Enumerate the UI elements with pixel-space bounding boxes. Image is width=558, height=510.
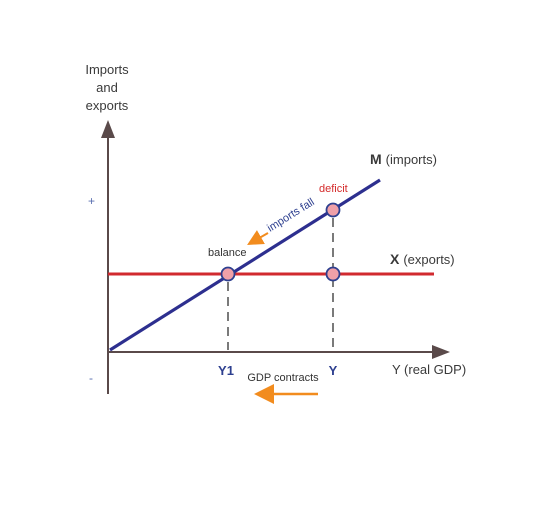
exports-desc: (exports) <box>403 252 454 267</box>
minus-sign: - <box>89 371 93 385</box>
imports-desc: (imports) <box>386 152 437 167</box>
imports-symbol: M <box>370 151 382 167</box>
imports-line-label: M (imports) <box>370 151 437 167</box>
imports-fall-arrow <box>247 230 269 245</box>
exports-line-label: X (exports) <box>390 251 455 267</box>
x-axis-title: Y (real GDP) <box>392 362 466 377</box>
imports-fall-label: imports fall <box>265 196 316 234</box>
deficit-point <box>325 202 341 218</box>
tick-y: Y <box>329 363 338 378</box>
gdp-contracts-label: GDP contracts <box>247 372 319 384</box>
y-axis-arrowhead <box>101 120 115 138</box>
balance-point <box>220 266 236 282</box>
imports-line <box>109 178 381 352</box>
plus-sign: + <box>88 194 95 208</box>
exports-symbol: X <box>390 251 400 267</box>
y-axis-title-line-3: exports <box>86 98 129 113</box>
deficit-label: deficit <box>319 183 348 195</box>
exports-at-y-point <box>325 266 341 282</box>
balance-label: balance <box>208 247 247 259</box>
y-axis-title-line-1: Imports <box>85 62 129 77</box>
x-axis-arrowhead <box>432 345 450 359</box>
tick-y1: Y1 <box>218 363 234 378</box>
y-axis-title-line-2: and <box>96 80 118 95</box>
